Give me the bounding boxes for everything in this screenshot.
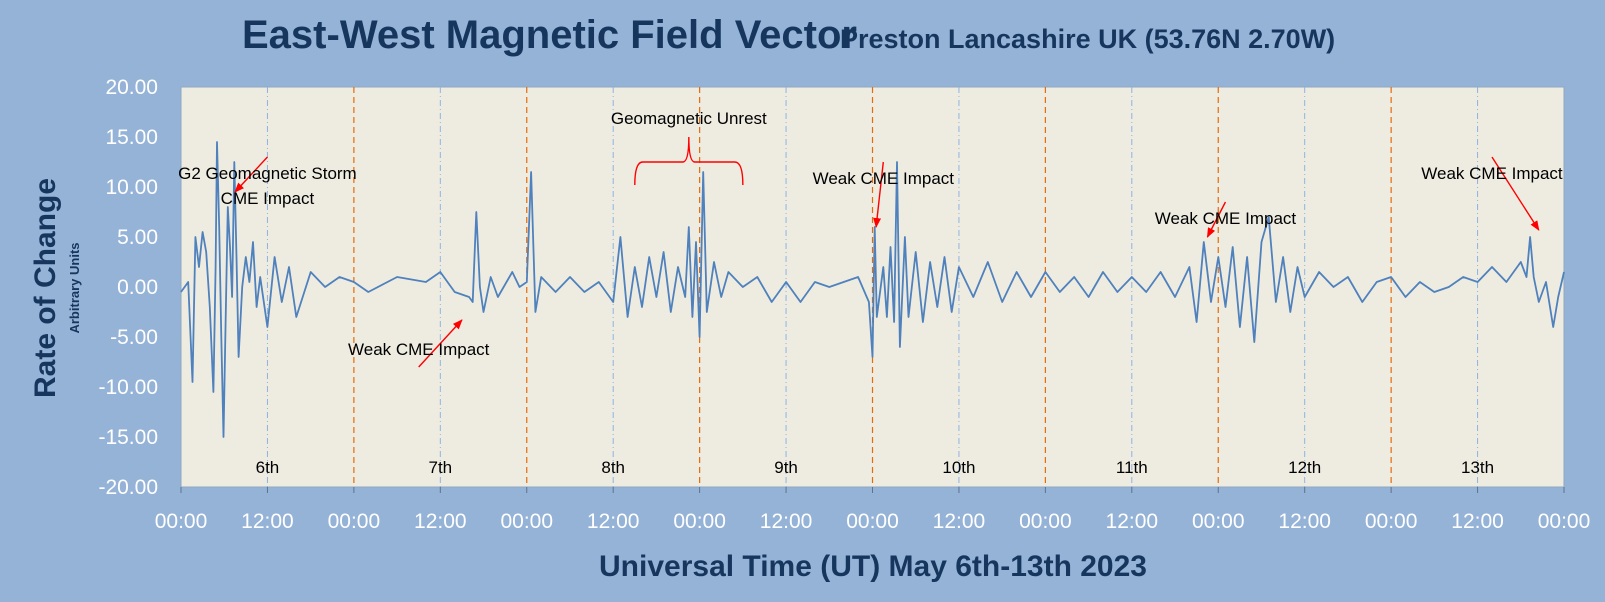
x-tick-label: 00:00 — [1538, 510, 1591, 533]
day-label: 13th — [1461, 458, 1494, 477]
x-tick-label: 00:00 — [328, 510, 381, 533]
annotation-text: CME Impact — [221, 189, 315, 208]
y-tick-label: 10.00 — [105, 176, 158, 199]
y-axis-label: Rate of Change — [29, 178, 62, 398]
annotation-arrow — [873, 161, 885, 228]
y-tick-label: 15.00 — [105, 126, 158, 149]
annotation-text: Weak CME Impact — [813, 169, 955, 188]
annotations: G2 Geomagnetic Storm CME Impact Weak CME I… — [178, 109, 1563, 368]
y-tick-label: 0.00 — [117, 276, 158, 299]
x-axis-ticks: 00:00 12:00 00:00 12:00 00:00 12:00 00:00 12:00… — [155, 487, 1591, 533]
bracket-annotation — [634, 136, 744, 186]
annotation-arrow — [1491, 156, 1540, 231]
day-label: 9th — [774, 458, 798, 477]
annotation-arrow — [234, 156, 268, 193]
y-tick-label: -20.00 — [98, 476, 158, 499]
x-tick-label: 12:00 — [1451, 510, 1504, 533]
chart-subtitle: Preston Lancashire UK (53.76N 2.70W) — [840, 24, 1335, 54]
x-tick-label: 00:00 — [673, 510, 726, 533]
y-tick-label: -10.00 — [98, 376, 158, 399]
x-axis-label: Universal Time (UT) May 6th-13th 2023 — [599, 550, 1147, 583]
day-label: 10th — [942, 458, 975, 477]
chart-title: East-West Magnetic Field Vector — [242, 13, 857, 57]
y-axis-ticks: 20.00 15.00 10.00 5.00 0.00 -5.00 -10.00 -15.00… — [98, 76, 158, 499]
x-tick-label: 12:00 — [1106, 510, 1159, 533]
grid-lines — [266, 87, 1479, 487]
x-tick-label: 00:00 — [155, 510, 208, 533]
x-tick-label: 12:00 — [1278, 510, 1331, 533]
day-labels: 6th 7th 8th 9th 10th 11th 12th 13th — [256, 458, 1494, 477]
annotation-text: Weak CME Impact — [1155, 209, 1297, 228]
x-tick-label: 12:00 — [241, 510, 294, 533]
y-tick-label: -5.00 — [110, 326, 158, 349]
day-label: 12th — [1288, 458, 1321, 477]
x-tick-label: 12:00 — [760, 510, 813, 533]
annotation-arrow — [418, 319, 463, 368]
x-tick-label: 12:00 — [587, 510, 640, 533]
day-label: 11th — [1116, 458, 1148, 477]
x-tick-label: 00:00 — [846, 510, 899, 533]
annotation-text: Weak CME Impact — [348, 340, 490, 359]
y-tick-label: -15.00 — [98, 426, 158, 449]
x-tick-label: 00:00 — [1365, 510, 1418, 533]
x-tick-label: 00:00 — [1192, 510, 1245, 533]
annotation-arrow — [1206, 201, 1227, 238]
x-tick-label: 12:00 — [414, 510, 467, 533]
y-tick-label: 20.00 — [105, 76, 158, 99]
day-label: 6th — [256, 458, 280, 477]
series-layer — [180, 141, 1565, 438]
y-axis-sublabel: Arbitrary Units — [67, 242, 82, 333]
series-line — [180, 141, 1565, 438]
annotation-text: G2 Geomagnetic Storm — [178, 164, 357, 183]
y-tick-label: 5.00 — [117, 226, 158, 249]
annotation-text: Geomagnetic Unrest — [611, 109, 767, 128]
day-label: 7th — [428, 458, 452, 477]
annotation-text: Weak CME Impact — [1421, 164, 1563, 183]
x-tick-label: 00:00 — [500, 510, 553, 533]
x-tick-label: 12:00 — [933, 510, 986, 533]
day-label: 8th — [601, 458, 625, 477]
x-tick-label: 00:00 — [1019, 510, 1072, 533]
